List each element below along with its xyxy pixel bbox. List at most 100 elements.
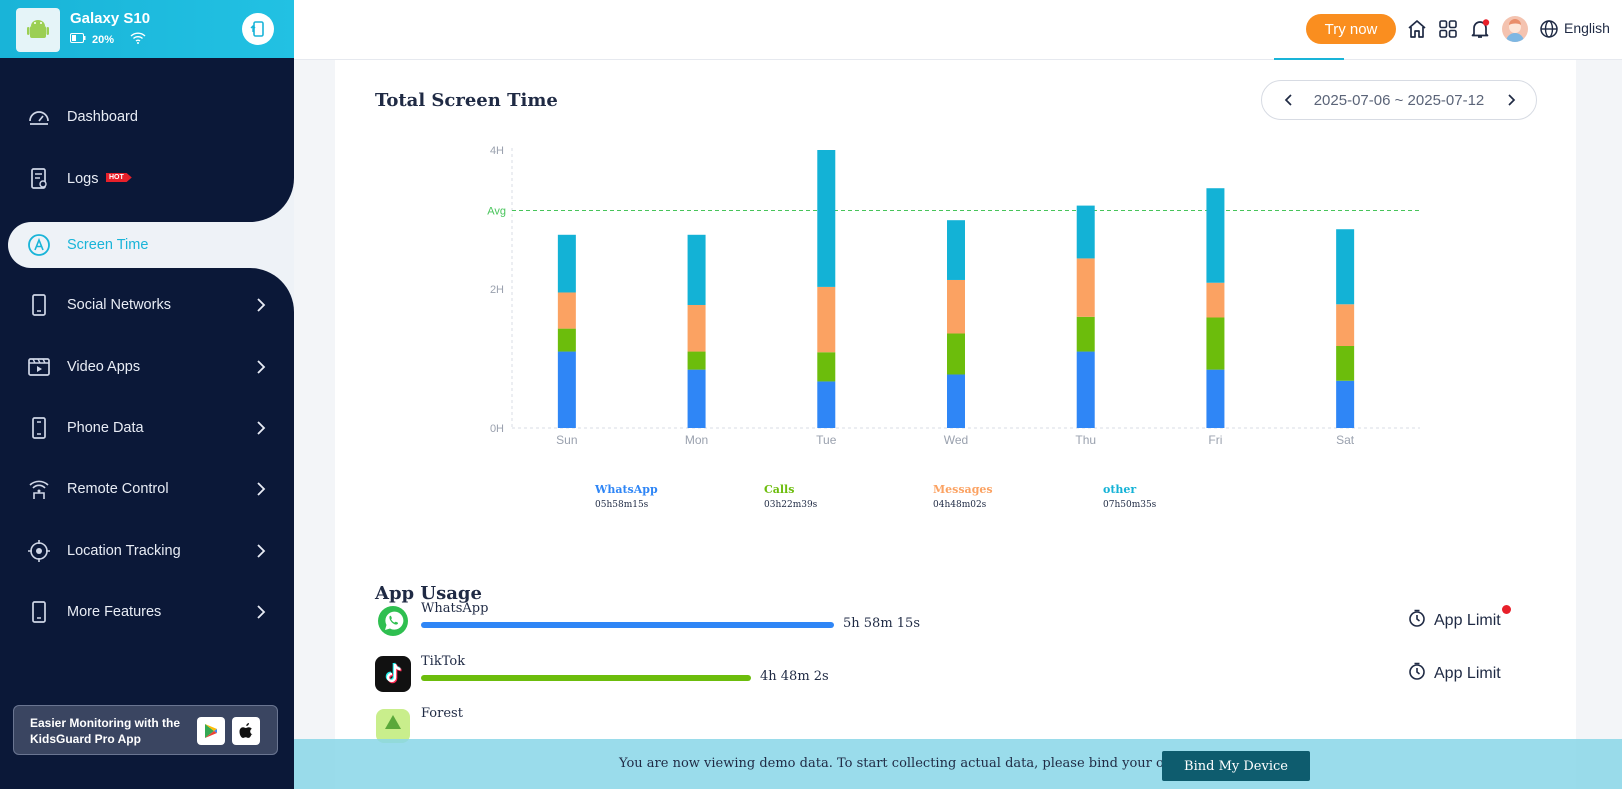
bar-calls-wed xyxy=(947,333,965,375)
apps-grid-icon[interactable] xyxy=(1437,18,1459,40)
sidebar-item-social-networks[interactable]: Social Networks xyxy=(0,282,294,328)
location-tracking-icon xyxy=(26,538,52,564)
app-usage-row: WhatsApp 5h 58m 15s App Limit xyxy=(375,601,1545,641)
remote-control-icon xyxy=(26,476,52,502)
chevron-right-icon xyxy=(254,298,268,312)
bar-other-tue xyxy=(817,150,836,287)
bar-messages-mon xyxy=(687,304,706,352)
nav-bottom-curve xyxy=(0,268,294,789)
bar-calls-fri xyxy=(1206,317,1225,370)
switch-device-icon[interactable] xyxy=(242,13,274,45)
sidebar-item-screen-time[interactable]: Screen Time xyxy=(0,222,294,268)
y-tick-label: 0H xyxy=(490,423,504,435)
more-features-icon xyxy=(26,599,52,625)
bar-messages-wed xyxy=(947,279,965,334)
app-name: TikTok xyxy=(421,654,466,669)
sidebar-item-label: Logs xyxy=(67,171,99,187)
tab-indicator xyxy=(1274,58,1344,60)
demo-banner: You are now viewing demo data. To start … xyxy=(294,739,1622,789)
sidebar: Galaxy S10 20% Dashboard Logs HOT Screen Ti… xyxy=(0,0,294,789)
logs-icon xyxy=(26,166,52,192)
chevron-right-icon xyxy=(254,421,268,435)
demo-notice-text: You are now viewing demo data. To start … xyxy=(619,756,1230,771)
notification-bell-icon[interactable] xyxy=(1469,18,1491,40)
legend-item-whatsapp[interactable]: WhatsApp 05h58m15s xyxy=(595,483,658,510)
legend-series-name: WhatsApp xyxy=(595,483,658,496)
notification-dot xyxy=(1501,605,1511,614)
sidebar-item-logs[interactable]: Logs HOT xyxy=(0,156,294,202)
sidebar-item-label: Location Tracking xyxy=(67,543,181,559)
sidebar-item-remote-control[interactable]: Remote Control xyxy=(0,466,294,512)
app-usage-row: Forest xyxy=(375,706,1545,746)
legend-series-total: 05h58m15s xyxy=(595,500,649,510)
phone-data-icon xyxy=(26,415,52,441)
bar-calls-mon xyxy=(687,351,706,370)
bar-other-sun xyxy=(557,234,576,293)
bar-whatsapp-wed xyxy=(947,374,965,428)
bind-device-button[interactable]: Bind My Device xyxy=(1162,751,1310,781)
date-range-picker[interactable]: 2025-07-06 ~ 2025-07-12 xyxy=(1261,80,1537,120)
bar-messages-sun xyxy=(557,292,576,329)
apple-store-icon[interactable] xyxy=(232,717,260,745)
forest-icon xyxy=(375,708,411,744)
try-now-button[interactable]: Try now xyxy=(1306,14,1396,44)
device-name: Galaxy S10 xyxy=(70,10,151,27)
screen-time-chart: 0H 2H 4H Avg Sun Mon Tue Wed Thu Fri Sat xyxy=(487,145,1420,447)
x-tick-label: Fri xyxy=(1208,433,1222,447)
bar-calls-tue xyxy=(817,352,836,382)
sidebar-item-label: Dashboard xyxy=(67,109,138,125)
app-limit-label: App Limit xyxy=(1434,664,1501,682)
legend-series-name: other xyxy=(1103,483,1137,496)
screen-time-icon xyxy=(26,232,52,258)
sidebar-item-phone-data[interactable]: Phone Data xyxy=(0,405,294,451)
sidebar-item-more-features[interactable]: More Features xyxy=(0,589,294,635)
usage-time: 5h 58m 15s xyxy=(843,616,920,631)
legend-item-other[interactable]: other 07h50m35s xyxy=(1103,483,1156,510)
sidebar-item-label: Remote Control xyxy=(67,481,169,497)
app-name: WhatsApp xyxy=(421,601,489,616)
sidebar-item-dashboard[interactable]: Dashboard xyxy=(0,94,294,140)
app-limit-button[interactable]: App Limit xyxy=(1408,605,1511,632)
legend-series-name: Messages xyxy=(933,483,993,496)
legend-series-total: 04h48m02s xyxy=(933,500,987,510)
sidebar-item-video-apps[interactable]: Video Apps xyxy=(0,344,294,390)
app-limit-button[interactable]: App Limit xyxy=(1408,662,1501,685)
nav-top-curve xyxy=(0,58,294,222)
x-tick-label: Sat xyxy=(1336,433,1355,447)
x-tick-label: Tue xyxy=(816,433,837,447)
x-tick-label: Mon xyxy=(685,433,708,447)
nav-active-background xyxy=(8,222,294,268)
avatar[interactable] xyxy=(1502,16,1528,42)
bar-other-fri xyxy=(1206,188,1225,283)
battery-level: 20% xyxy=(92,33,115,46)
bar-other-thu xyxy=(1076,205,1095,259)
chevron-right-icon xyxy=(254,482,268,496)
app-limit-label: App Limit xyxy=(1434,611,1501,629)
usage-time: 4h 48m 2s xyxy=(760,669,829,684)
sidebar-item-label: More Features xyxy=(67,604,162,620)
language-selector[interactable]: English xyxy=(1564,20,1610,36)
globe-icon[interactable] xyxy=(1538,18,1560,40)
legend-item-calls[interactable]: Calls 03h22m39s xyxy=(764,483,817,510)
date-range-label: 2025-07-06 ~ 2025-07-12 xyxy=(1313,91,1485,109)
x-tick-label: Wed xyxy=(944,433,968,447)
bar-calls-thu xyxy=(1076,316,1095,352)
wifi-icon xyxy=(130,32,146,47)
chevron-left-icon[interactable] xyxy=(1282,93,1296,107)
home-icon[interactable] xyxy=(1406,18,1428,40)
timer-icon xyxy=(1408,662,1426,685)
sidebar-item-label: Screen Time xyxy=(67,237,149,253)
device-card[interactable]: Galaxy S10 20% xyxy=(0,0,294,58)
chevron-right-icon[interactable] xyxy=(1504,93,1518,107)
bar-other-mon xyxy=(687,234,706,305)
bar-whatsapp-fri xyxy=(1206,369,1225,428)
sidebar-item-location-tracking[interactable]: Location Tracking xyxy=(0,528,294,574)
legend-item-messages[interactable]: Messages 04h48m02s xyxy=(933,483,993,510)
dashboard-icon xyxy=(26,104,52,130)
legend-series-total: 03h22m39s xyxy=(764,500,818,510)
timer-icon xyxy=(1408,609,1426,632)
bar-calls-sat xyxy=(1336,345,1355,381)
app-promo-banner[interactable]: Easier Monitoring with the KidsGuard Pro… xyxy=(13,705,278,755)
google-play-icon[interactable] xyxy=(197,717,225,745)
legend-series-name: Calls xyxy=(764,483,795,496)
